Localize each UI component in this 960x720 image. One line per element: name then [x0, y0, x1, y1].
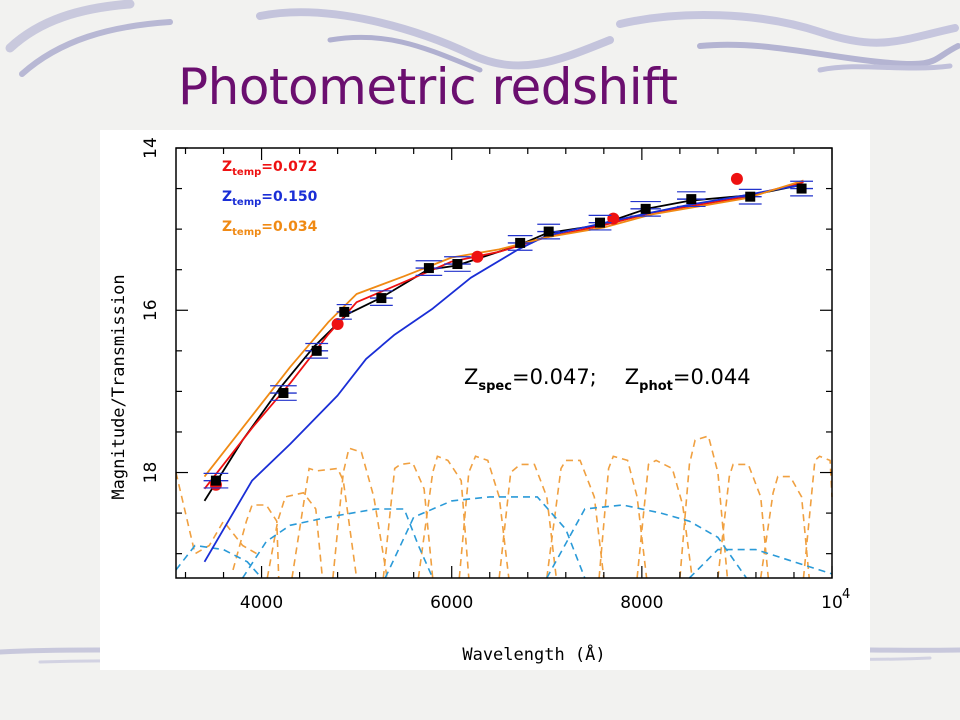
data-point-square [595, 217, 606, 228]
filter-curve-6-5 [382, 461, 434, 579]
filter-curve-7-1 [241, 508, 434, 579]
slide-title: Photometric redshift [178, 58, 678, 116]
decor-swirl [256, 8, 614, 70]
filter-curve-6-15 [802, 455, 833, 579]
data-point-square [452, 259, 463, 270]
data-point-square [278, 388, 289, 399]
x-axis-ticks [184, 148, 833, 578]
redshift-annotation: Zspec=0.047; Zphot=0.044 [464, 365, 751, 394]
filter-curve-7-3 [546, 504, 748, 579]
filter-curve-6-9 [546, 459, 605, 579]
data-point-square [640, 203, 651, 214]
filter-curve-6-4 [332, 447, 388, 579]
x-axis-label: Wavelength (Å) [462, 643, 605, 665]
decor-swirl [616, 11, 959, 47]
template-line-2 [203, 183, 804, 563]
y-tick-label: 14 [141, 137, 161, 159]
chart: 4000 6000 8000 10 4 14 16 18 Wavelength … [109, 137, 850, 665]
filter-curve-7-0 [175, 544, 263, 579]
data-point-circle [730, 172, 743, 185]
filter-transmission-layer [175, 434, 833, 579]
legend-entry-1: Ztemp=0.150 [222, 189, 318, 208]
x-tick-label: 10 [821, 593, 843, 613]
decor-swirl [5, 0, 135, 53]
data-point-square [686, 194, 697, 205]
data-point-square [543, 226, 554, 237]
filter-curve-6-3 [291, 467, 358, 579]
filter-curve-6-0 [175, 472, 258, 555]
data-point-circle [471, 250, 484, 263]
decor-swirl [327, 34, 483, 73]
y-tick-label: 18 [141, 462, 161, 484]
data-point-square [376, 293, 387, 304]
data-point-square [210, 475, 221, 486]
data-point-square [515, 237, 526, 248]
photometry-points-layer [203, 172, 813, 491]
plot-frame [175, 147, 833, 579]
data-point-circle [331, 318, 344, 331]
filter-curve-7-4 [688, 548, 833, 579]
decor-swirl [697, 41, 960, 67]
data-point-square [796, 183, 807, 194]
filter-curve-7-2 [384, 496, 586, 579]
legend-entry-0: Ztemp=0.072 [222, 159, 317, 178]
legend-entry-2: Ztemp=0.034 [222, 219, 318, 238]
filter-curve-6-12 [679, 434, 729, 579]
filter-curve-6-7 [458, 455, 510, 579]
data-point-square [339, 306, 350, 317]
y-axis-label: Magnitude/Transmission [109, 274, 129, 499]
data-point-square [311, 345, 322, 356]
decor-swirl [817, 63, 953, 73]
filter-curve-6-1 [232, 504, 280, 579]
chart-panel: 4000 6000 8000 10 4 14 16 18 Wavelength … [100, 130, 870, 670]
filter-curve-6-8 [498, 463, 558, 579]
y-tick-label: 16 [141, 299, 161, 321]
filter-curve-6-2 [266, 491, 324, 579]
filter-curve-6-6 [417, 455, 470, 579]
filter-curve-6-14 [759, 475, 810, 579]
legend: Ztemp=0.072 Ztemp=0.150 Ztemp=0.034 [222, 159, 318, 238]
data-point-square [745, 191, 756, 202]
data-point-square [423, 263, 434, 274]
decor-swirl [19, 19, 173, 77]
filter-curve-6-11 [636, 459, 693, 579]
x-tick-label: 8000 [620, 593, 663, 613]
x-tick-exponent: 4 [842, 587, 850, 602]
x-tick-label: 6000 [430, 593, 473, 613]
filter-curve-6-13 [717, 463, 770, 579]
x-tick-label: 4000 [240, 593, 283, 613]
y-axis-ticks [176, 147, 832, 555]
